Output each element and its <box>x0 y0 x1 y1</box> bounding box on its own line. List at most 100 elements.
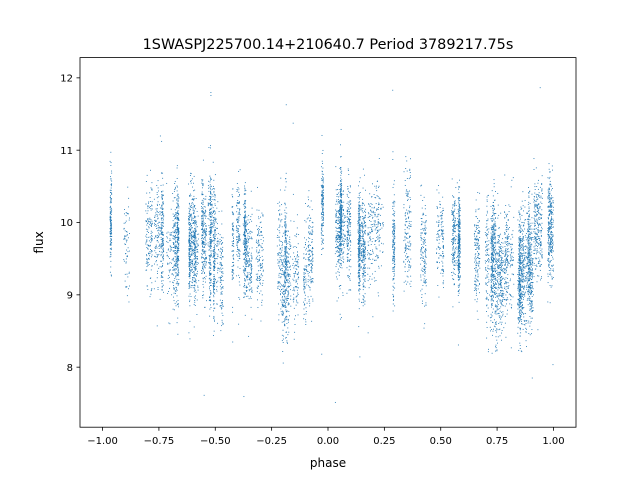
data-point <box>172 247 174 249</box>
data-point <box>549 229 551 231</box>
data-point <box>494 258 496 260</box>
data-point <box>517 261 519 263</box>
data-point <box>202 227 204 229</box>
data-point <box>424 229 426 231</box>
data-point <box>499 250 501 252</box>
data-point <box>220 263 222 265</box>
data-point <box>221 308 222 310</box>
data-point <box>336 237 337 238</box>
data-point <box>256 275 258 277</box>
data-point <box>282 338 284 340</box>
data-point <box>205 275 207 277</box>
data-point <box>284 304 286 306</box>
data-point <box>238 213 240 215</box>
data-point <box>346 211 348 212</box>
data-point <box>495 321 496 323</box>
data-point <box>285 226 287 228</box>
data-point <box>442 262 444 264</box>
data-point <box>288 286 290 288</box>
data-point <box>477 318 479 320</box>
data-point <box>339 219 340 221</box>
data-point <box>421 207 423 209</box>
data-point <box>284 296 286 298</box>
data-point <box>222 303 223 305</box>
data-point <box>477 218 479 219</box>
data-point <box>189 275 191 277</box>
data-point <box>420 269 422 271</box>
data-point <box>304 220 306 222</box>
data-point <box>210 278 212 280</box>
data-point <box>177 218 179 220</box>
data-point <box>232 262 233 263</box>
data-point <box>530 259 532 261</box>
data-point <box>166 241 168 243</box>
data-point <box>247 255 249 257</box>
data-point <box>347 231 349 233</box>
data-point <box>531 258 533 260</box>
data-point <box>237 224 239 226</box>
data-point <box>285 305 287 307</box>
data-point <box>294 290 296 292</box>
data-point <box>495 347 497 349</box>
data-point <box>372 316 374 318</box>
data-point <box>166 254 168 256</box>
data-point <box>188 238 190 240</box>
data-point <box>337 247 339 249</box>
data-point <box>196 243 198 245</box>
data-point <box>233 277 234 279</box>
data-point <box>541 189 543 191</box>
data-point <box>456 261 458 263</box>
data-point <box>551 241 552 243</box>
data-point <box>549 285 551 286</box>
data-point <box>162 222 164 224</box>
data-point <box>495 287 497 289</box>
data-point <box>201 216 202 218</box>
data-point <box>530 255 532 257</box>
data-point <box>201 179 203 181</box>
data-point <box>246 263 248 265</box>
data-point <box>346 242 348 244</box>
data-point <box>487 259 489 261</box>
data-point <box>338 217 340 219</box>
data-point <box>211 215 213 217</box>
data-point <box>349 222 351 224</box>
data-point <box>284 298 286 300</box>
data-point <box>284 284 286 286</box>
data-point <box>530 231 532 233</box>
data-point <box>531 262 533 264</box>
data-point <box>492 237 494 238</box>
data-point <box>509 254 511 256</box>
data-point <box>341 204 343 206</box>
data-point <box>518 267 520 269</box>
data-point <box>501 316 502 318</box>
data-point <box>476 242 478 244</box>
data-point <box>335 216 337 217</box>
data-point <box>507 287 509 289</box>
data-point <box>172 281 173 283</box>
data-point <box>285 104 287 106</box>
data-point <box>214 277 216 279</box>
data-point <box>171 273 173 274</box>
data-point <box>442 269 444 271</box>
data-point <box>177 223 179 225</box>
data-point <box>338 251 340 253</box>
data-point <box>552 200 554 202</box>
data-point <box>423 261 425 263</box>
data-point <box>521 246 522 248</box>
data-point <box>442 275 444 277</box>
data-point <box>304 286 306 288</box>
data-point <box>249 219 251 220</box>
data-point <box>347 188 349 190</box>
data-point <box>322 186 324 188</box>
data-point <box>233 264 235 266</box>
data-point <box>453 240 455 242</box>
data-point <box>212 161 214 163</box>
data-point <box>372 231 373 233</box>
data-point <box>320 228 322 230</box>
data-point <box>245 243 247 245</box>
data-point <box>201 257 203 259</box>
data-point <box>169 240 171 242</box>
data-point <box>338 237 339 239</box>
data-point <box>510 257 512 259</box>
data-point <box>176 178 178 179</box>
